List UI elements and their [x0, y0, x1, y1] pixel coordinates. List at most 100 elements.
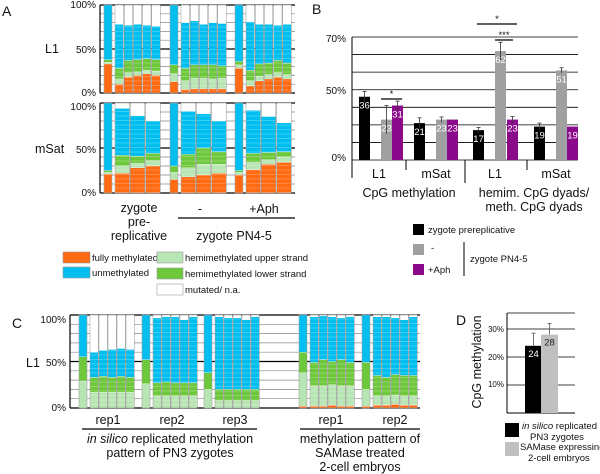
- a-l1-clone-column-segment-un: [180, 22, 190, 69]
- c-l1-clone-column-segment-hl: [161, 381, 171, 397]
- c-title2-line2: SAMase treated: [315, 446, 405, 460]
- b-bar-value-label: 19: [534, 131, 545, 142]
- a-msat-tick-100: 100%: [70, 102, 96, 113]
- a-bracket-label: zygote PN4-5: [196, 229, 272, 243]
- a-xlabel-g1-line2: pre-: [128, 215, 150, 229]
- b-legend-pn45: zygote PN4-5: [470, 254, 528, 265]
- c-l1-clone-column-segment-hl: [98, 376, 108, 393]
- legend-hemi-lower: hemimethylated lower strand: [185, 269, 306, 280]
- a-l1-summary-bar-segment-un: [234, 4, 244, 62]
- a-msat-clone-column-outline: [130, 102, 146, 194]
- c-l1-summary-bar-segment-un: [203, 314, 213, 373]
- a-l1-clone-column-outline: [123, 4, 133, 94]
- c-l1-summary-bar-segment-un: [361, 314, 371, 363]
- c-l1-clone-column-segment-fm: [327, 405, 337, 409]
- a-msat-summary-bar-segment-un: [234, 102, 244, 171]
- c-l1-clone-column-segment-hl: [408, 375, 418, 397]
- c-l1-clone-column-segment-hl: [125, 377, 135, 393]
- a-l1-clone-column-segment-mut: [208, 4, 218, 23]
- b-bar-value-label: 62: [495, 55, 506, 66]
- a-msat-clone-column-segment-hl: [196, 147, 212, 165]
- b-bar-minus: [556, 70, 567, 160]
- a-msat-clone-column-segment-hu: [261, 159, 277, 165]
- row-label-l1: L1: [45, 42, 59, 56]
- c-l1-summary-bar-outline: [141, 314, 151, 409]
- a-l1-clone-column-outline: [245, 4, 255, 94]
- a-l1-clone-column-segment-un: [264, 24, 273, 64]
- a-l1-clone-column-segment-un: [114, 24, 124, 69]
- a-msat-clone-column-segment-hl: [261, 152, 277, 160]
- c-l1-clone-column-outline: [250, 314, 260, 409]
- a-l1-clone-column-segment-un: [255, 24, 264, 65]
- c-l1-summary-bar-outline: [78, 314, 88, 409]
- b-bar-aph: [447, 119, 458, 160]
- c-l1-summary-bar-segment-hl: [361, 362, 371, 390]
- a-l1-clone-column-segment-fm: [208, 88, 218, 94]
- c-l1-clone-column-segment-un: [232, 317, 242, 390]
- c-l1-clone-column-segment-hl: [170, 382, 180, 397]
- c-l1-clone-column-outline: [241, 314, 251, 409]
- c-l1-clone-column-segment-mut: [125, 314, 135, 350]
- c-l1-clone-column-outline: [116, 314, 126, 409]
- a-l1-clone-column-segment-un: [190, 20, 199, 65]
- c-l1-clone-column-outline: [399, 314, 409, 409]
- c-l1-clone-column-outline: [372, 314, 382, 409]
- c-l1-summary-bar-segment-hl: [141, 359, 151, 384]
- a-msat-summary-bar-segment-fm: [169, 179, 179, 194]
- a-xlabel-g2: -: [198, 202, 202, 216]
- c-l1-clone-column-segment-hu: [327, 384, 337, 406]
- a-l1-clone-column-segment-hl: [264, 62, 273, 75]
- b-group-hemim-line2: meth. CpG dyads: [485, 200, 582, 214]
- a-msat-clone-column-segment-mut: [276, 102, 292, 123]
- a-l1-clone-column-segment-mut: [282, 4, 292, 25]
- c-l1-clone-column-segment-hu: [372, 395, 382, 406]
- a-xlabel-g1-line3: replicative: [111, 229, 167, 243]
- a-msat-clone-column-segment-un: [145, 120, 161, 154]
- c-title1-line1: in silico replicated methylation: [87, 432, 253, 446]
- b-bar-value-label: 23: [381, 124, 392, 135]
- a-msat-clone-column-outline: [261, 102, 277, 194]
- c-l1-summary-bar-outline: [298, 314, 308, 409]
- legend-swatch-hemi-lower: [156, 267, 184, 280]
- c-l1-clone-column-segment-mut: [161, 314, 171, 318]
- b-significance-marker: *: [390, 89, 394, 100]
- d-legend2-line1: SAMase expressing: [520, 442, 600, 453]
- c-l1-clone-column-outline: [152, 314, 162, 409]
- c-l1-clone-column-segment-un: [179, 319, 189, 384]
- b-bar-value-label: 23: [507, 124, 518, 135]
- c-rep-label: rep1: [95, 413, 120, 427]
- a-msat-clone-column-segment-mut: [130, 102, 146, 116]
- a-msat-summary-bar-outline: [234, 102, 244, 194]
- legend-fully-methylated: fully methylated: [92, 253, 158, 264]
- a-l1-clone-column-segment-hl: [245, 69, 255, 81]
- c-l1-clone-column-segment-mut: [223, 314, 233, 318]
- c-l1-clone-column-segment-hl: [372, 375, 382, 397]
- c-l1-clone-column-segment-hl: [399, 375, 409, 397]
- b-bar-value-label: 23: [447, 124, 458, 135]
- c-rep-label: rep2: [159, 413, 184, 427]
- b-group-cpg-methylation: CpG methylation: [362, 186, 455, 200]
- b-legend-swatch-gray: [413, 244, 424, 255]
- a-msat-clone-column-segment-un: [245, 110, 261, 154]
- c-l1-clone-column-segment-hl: [188, 382, 198, 397]
- d-tick-20: 20%: [488, 353, 504, 362]
- a-l1-clone-column-segment-un: [124, 25, 133, 61]
- b-legend-aph: +Aph: [428, 265, 450, 276]
- c-tick-0: 0%: [52, 403, 67, 414]
- a-l1-clone-column-segment-hl: [180, 68, 190, 81]
- c-l1-clone-column-segment-hu: [390, 394, 400, 405]
- c-rep-label: rep1: [318, 413, 343, 427]
- a-msat-clone-column-segment-un: [180, 110, 196, 155]
- b-group-hemim-line1: hemim. CpG dyads/: [479, 186, 590, 200]
- a-l1-clone-column-segment-fm: [273, 77, 283, 94]
- c-l1-clone-column-segment-mut: [381, 314, 391, 318]
- d-legend1-line2: PN3 zygotes: [530, 432, 584, 443]
- d-legend-swatch-black: [505, 423, 519, 437]
- row-label-msat: mSat: [35, 142, 65, 156]
- d-legend-swatch-gray: [505, 442, 519, 456]
- d-bar-value-label: 24: [528, 349, 539, 360]
- legend-unmethylated: unmethylated: [92, 268, 149, 279]
- a-l1-clone-column-segment-mut: [124, 4, 133, 26]
- legend-mutated: mutated/ n.a.: [185, 285, 240, 296]
- c-l1-clone-column-segment-hu: [381, 395, 391, 406]
